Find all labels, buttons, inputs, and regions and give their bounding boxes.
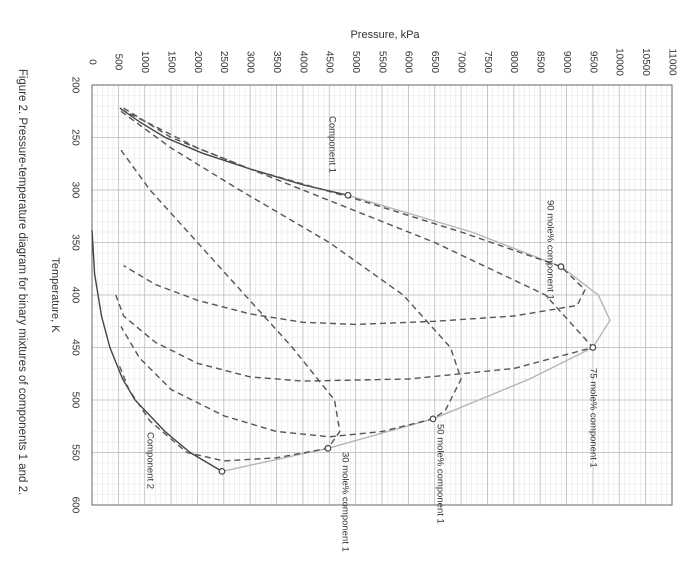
plot-frame — [91, 84, 673, 506]
pressure-tick-label: 11000 — [666, 48, 677, 76]
figure-caption: Figure 2. Pressure-temperature diagram f… — [16, 69, 28, 495]
critical-point — [324, 444, 332, 452]
temperature-tick-label: 400 — [69, 287, 80, 304]
pressure-tick-label: 2500 — [218, 51, 229, 74]
pressure-tick-label: 4000 — [297, 51, 308, 74]
temperature-tick-label: 200 — [69, 77, 80, 94]
temperature-tick-label: 450 — [69, 339, 80, 356]
temperature-tick-label: 350 — [69, 234, 80, 251]
pressure-tick-label: 7500 — [482, 51, 493, 74]
temperature-tick-label: 500 — [69, 392, 80, 409]
series-annotation: Component 2 — [144, 432, 155, 489]
pressure-tick-label: 1500 — [165, 51, 176, 74]
series-annotation: 30 mole% component 1 — [339, 452, 350, 552]
pressure-tick-label: 6500 — [429, 51, 440, 74]
pressure-tick-label: 9000 — [561, 51, 572, 74]
series-line — [123, 107, 586, 326]
pressure-tick-label: 10500 — [640, 48, 651, 76]
pressure-tick-label: 6000 — [403, 51, 414, 74]
pressure-tick-label: 7000 — [455, 51, 466, 74]
series-line — [91, 229, 223, 473]
series-annotation: 50 mole% component 1 — [434, 424, 445, 524]
pressure-tick-label: 0 — [86, 59, 97, 65]
pressure-tick-label: 1000 — [139, 51, 150, 74]
series-annotation: Component 1 — [326, 116, 337, 173]
pressure-tick-label: 5500 — [376, 51, 387, 74]
series-annotation: 75 mole% component 1 — [587, 368, 598, 468]
critical-point — [589, 344, 597, 351]
pressure-tick-label: 10000 — [614, 48, 625, 76]
series-line — [120, 110, 462, 438]
critical-point — [344, 191, 352, 199]
temperature-tick-label: 550 — [69, 444, 80, 461]
pressure-tick-label: 5000 — [350, 51, 361, 74]
pressure-tick-label: 3500 — [271, 51, 282, 74]
critical-point — [557, 263, 565, 271]
pressure-tick-label: 500 — [113, 54, 124, 71]
critical-point — [429, 415, 437, 423]
pressure-axis-title: Pressure, kPa — [350, 29, 420, 41]
pressure-tick-label: 4500 — [324, 51, 335, 74]
temperature-axis-title: Temperature, K — [49, 257, 61, 333]
series-line — [119, 107, 349, 196]
temperature-tick-label: 300 — [69, 182, 80, 199]
series-line — [117, 149, 341, 462]
pressure-tick-label: 2000 — [192, 51, 203, 74]
temperature-tick-label: 600 — [69, 497, 80, 514]
series-annotation: 90 mole% component 1 — [544, 200, 555, 300]
pressure-tick-label: 8500 — [535, 51, 546, 74]
critical-point — [218, 468, 226, 475]
pressure-tick-label: 3000 — [245, 51, 256, 74]
temperature-tick-label: 250 — [69, 129, 80, 146]
pressure-tick-label: 8000 — [508, 51, 519, 74]
series-line — [115, 108, 595, 382]
series-line — [221, 194, 611, 473]
pressure-tick-label: 9500 — [587, 51, 598, 74]
